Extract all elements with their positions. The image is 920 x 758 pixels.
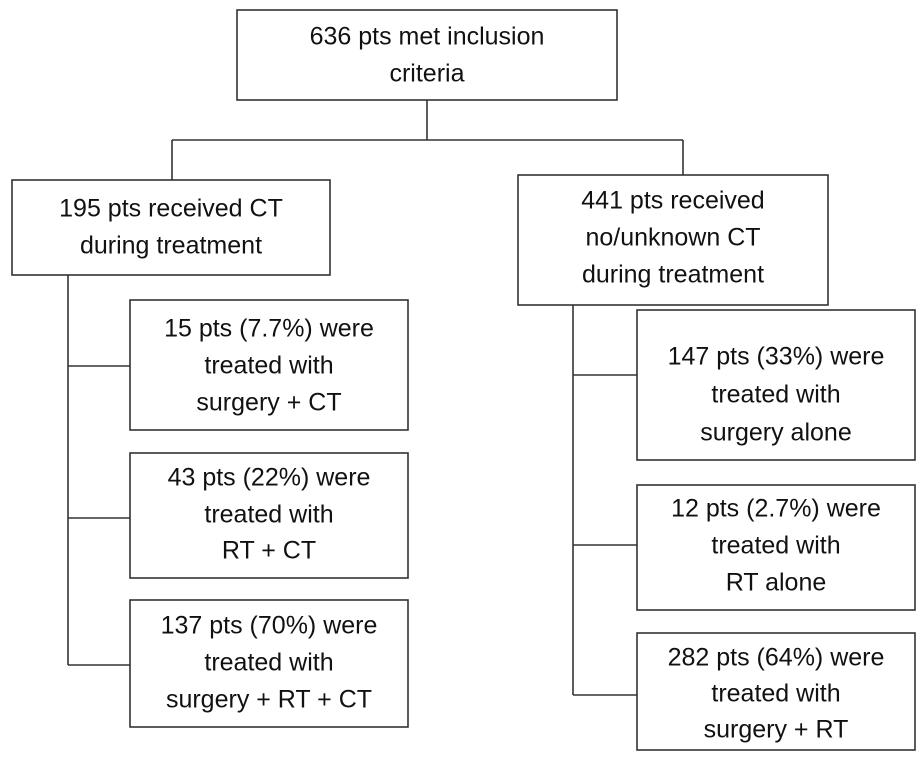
node-box [636,484,916,611]
node-text: treated with [711,680,840,708]
node-box [129,299,409,431]
node-text: RT + CT [222,537,316,565]
node-box [129,452,409,579]
node-text: 195 pts received CT [59,195,283,223]
node-text: surgery alone [700,419,851,447]
node-text: criteria [389,60,464,88]
node-text: 15 pts (7.7%) were [164,315,374,343]
node-text: 43 pts (22%) were [168,464,371,492]
node-text: 12 pts (2.7%) were [671,495,881,523]
node-text: treated with [711,381,840,409]
node-box [636,632,916,751]
node-text: surgery + CT [196,389,341,417]
node-text: treated with [204,501,333,529]
node-box [129,599,409,728]
node-text: 137 pts (70%) were [161,612,378,640]
node-text: surgery + RT [704,716,849,744]
node-text: 282 pts (64%) were [668,644,885,672]
node-text: treated with [204,352,333,380]
node-text: 147 pts (33%) were [668,343,885,371]
node-box [11,179,331,276]
node-text: during treatment [582,261,764,289]
node-text: surgery + RT + CT [166,686,372,714]
node-text: 636 pts met inclusion [310,23,545,51]
node-box [517,174,829,306]
node-text: treated with [204,649,333,677]
node-text: 441 pts received [581,187,764,215]
node-text: no/unknown CT [585,224,760,252]
node-box [236,9,618,101]
node-text: during treatment [80,232,262,260]
node-text: treated with [711,532,840,560]
node-box [636,309,916,461]
node-text: RT alone [726,569,827,597]
